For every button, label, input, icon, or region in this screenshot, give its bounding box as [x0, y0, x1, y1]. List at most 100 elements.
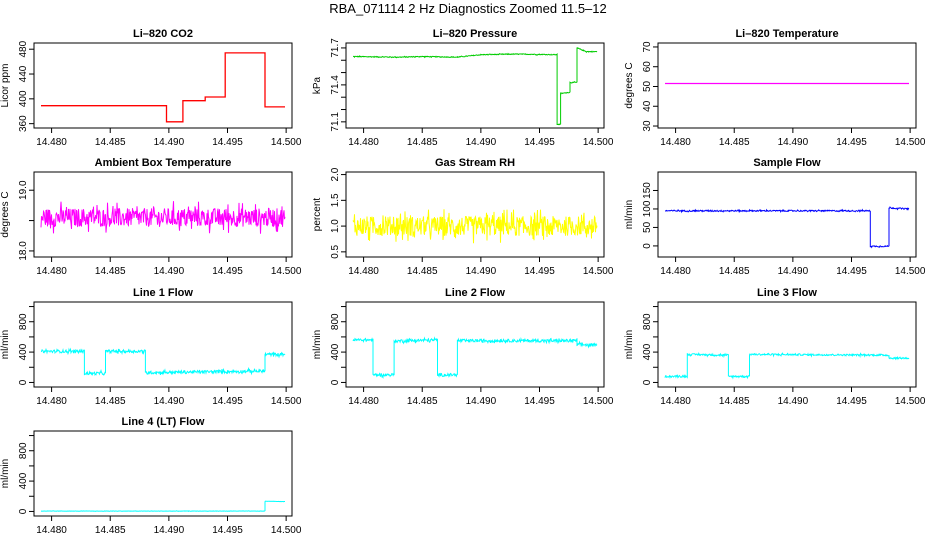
y-axis-label: kPa — [312, 76, 323, 94]
chart-panel: Li–820 Temperature 14.480 14.485 14.490 14.4… — [624, 28, 926, 148]
x-tick-label: 14.485 — [719, 396, 750, 407]
x-tick-label: 14.490 — [778, 396, 809, 407]
chart-title: Line 1 Flow — [133, 287, 193, 299]
series-line — [41, 52, 285, 123]
chart-panel: Line 3 Flow 14.480 14.485 14.490 14.495 14.50… — [624, 287, 926, 407]
chart-title: Li–820 Pressure — [433, 28, 517, 40]
y-axis-label: degrees C — [624, 62, 635, 108]
y-tick-label: 0 — [642, 243, 653, 249]
x-tick-label: 14.490 — [778, 137, 809, 148]
series-line — [353, 47, 598, 126]
chart-panel: Line 4 (LT) Flow 14.480 14.485 14.490 14.495… — [0, 416, 302, 536]
y-tick-label: 0 — [18, 508, 29, 514]
x-tick-label: 14.490 — [466, 137, 497, 148]
x-tick-label: 14.485 — [95, 396, 126, 407]
x-tick-label: 14.480 — [660, 266, 691, 277]
page-title: RBA_071114 2 Hz Diagnostics Zoomed 11.5–… — [329, 1, 607, 16]
y-tick-label: 100 — [642, 200, 653, 217]
plot-frame — [345, 42, 605, 129]
y-tick-label: 400 — [642, 343, 653, 360]
y-axis-label: percent — [312, 198, 323, 232]
x-tick-label: 14.500 — [895, 137, 926, 148]
chart-title: Li–820 Temperature — [735, 28, 838, 40]
series-line — [40, 201, 286, 234]
x-tick-label: 14.485 — [407, 396, 438, 407]
x-tick-label: 14.500 — [271, 266, 302, 277]
plot-frame — [657, 301, 917, 388]
y-axis-label: Licor ppm — [0, 64, 11, 108]
chart-title: Ambient Box Temperature — [95, 157, 232, 169]
chart-panel: Li–820 CO2 14.480 14.485 14.490 14.495 14.500… — [0, 28, 302, 148]
y-tick-label: 70 — [642, 41, 653, 53]
plot-frame — [345, 301, 605, 388]
chart-panel: Ambient Box Temperature 14.480 14.485 14.49… — [0, 157, 302, 277]
x-tick-label: 14.480 — [36, 266, 67, 277]
series-line — [40, 500, 285, 512]
chart-panel: Line 1 Flow 14.480 14.485 14.490 14.495 14.50… — [0, 287, 302, 407]
y-tick-label: 800 — [642, 313, 653, 330]
y-tick-label: 0.5 — [330, 244, 341, 258]
x-tick-label: 14.480 — [660, 137, 691, 148]
x-tick-label: 14.485 — [95, 137, 126, 148]
chart-panel: Sample Flow 14.480 14.485 14.490 14.495 14.50… — [624, 157, 926, 277]
y-tick-label: 30 — [642, 120, 653, 132]
y-tick-label: 480 — [18, 40, 29, 57]
plot-frame — [33, 430, 293, 517]
plot-frame — [657, 171, 917, 258]
chart-panel: Gas Stream RH 14.480 14.485 14.490 14.495 14.… — [312, 157, 614, 277]
x-tick-label: 14.485 — [719, 137, 750, 148]
x-tick-label: 14.495 — [836, 137, 867, 148]
chart-title: Line 3 Flow — [757, 287, 817, 299]
x-tick-label: 14.480 — [348, 396, 379, 407]
x-tick-label: 14.500 — [583, 137, 614, 148]
y-tick-label: 50 — [642, 80, 653, 92]
x-tick-label: 14.500 — [895, 396, 926, 407]
x-tick-label: 14.490 — [466, 266, 497, 277]
y-axis-label: degrees C — [0, 191, 11, 237]
x-tick-label: 14.500 — [583, 266, 614, 277]
y-tick-label: 18.0 — [18, 241, 29, 261]
y-tick-label: 150 — [642, 182, 653, 199]
y-tick-label: 71.7 — [330, 38, 341, 58]
plot-frame — [33, 42, 293, 129]
chart-title: Gas Stream RH — [435, 157, 515, 169]
y-tick-label: 400 — [18, 90, 29, 107]
x-tick-label: 14.495 — [212, 525, 243, 536]
y-axis-label: ml/min — [0, 459, 11, 488]
x-tick-label: 14.495 — [836, 266, 867, 277]
y-tick-label: 400 — [330, 343, 341, 360]
plot-frame — [33, 301, 293, 388]
chart-title: Li–820 CO2 — [133, 28, 193, 40]
y-tick-label: 400 — [18, 343, 29, 360]
x-tick-label: 14.490 — [466, 396, 497, 407]
y-tick-label: 40 — [642, 100, 653, 112]
y-tick-label: 800 — [330, 313, 341, 330]
x-tick-label: 14.500 — [583, 396, 614, 407]
series-line — [40, 347, 286, 377]
y-tick-label: 440 — [18, 65, 29, 82]
x-tick-label: 14.500 — [895, 266, 926, 277]
x-tick-label: 14.485 — [95, 525, 126, 536]
plot-frame — [345, 171, 605, 258]
x-tick-label: 14.495 — [524, 137, 555, 148]
x-tick-label: 14.480 — [348, 266, 379, 277]
chart-title: Line 2 Flow — [445, 287, 505, 299]
y-tick-label: 1.0 — [330, 219, 341, 233]
x-tick-label: 14.490 — [778, 266, 809, 277]
x-tick-label: 14.495 — [524, 266, 555, 277]
x-tick-label: 14.490 — [154, 525, 185, 536]
y-axis-label: ml/min — [312, 330, 323, 359]
y-axis-label: ml/min — [624, 200, 635, 229]
x-tick-label: 14.485 — [407, 266, 438, 277]
x-tick-label: 14.500 — [271, 137, 302, 148]
y-tick-label: 0 — [330, 379, 341, 385]
x-tick-label: 14.490 — [154, 396, 185, 407]
y-tick-label: 0 — [18, 379, 29, 385]
x-tick-label: 14.495 — [524, 396, 555, 407]
y-tick-label: 0 — [642, 379, 653, 385]
x-tick-label: 14.500 — [271, 525, 302, 536]
plot-frame — [33, 171, 293, 258]
series-line — [352, 336, 598, 379]
y-tick-label: 71.1 — [330, 112, 341, 132]
